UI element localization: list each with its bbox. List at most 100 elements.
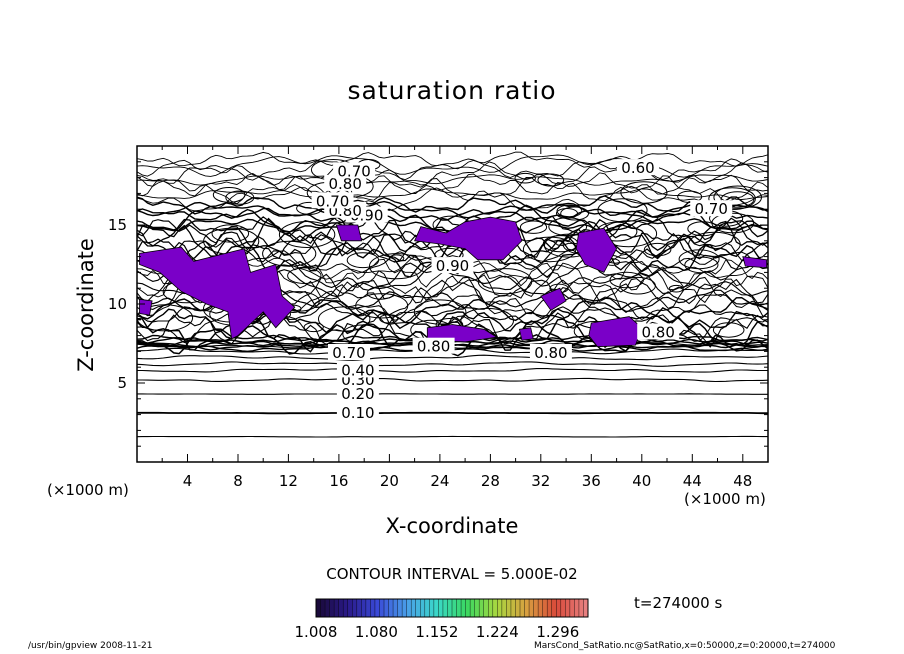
colorbar-stripe: [438, 599, 444, 617]
colorbar-stripe: [506, 599, 512, 617]
contour-label-bg: [690, 200, 733, 217]
supersaturated-region: [139, 246, 296, 340]
contour-eddy: [278, 221, 336, 248]
time-label: t=274000 s: [634, 594, 723, 612]
contour-line-lower: [137, 411, 768, 415]
contour-line-upper: [137, 172, 768, 197]
contour-label-bg: [333, 162, 376, 179]
contour-line-upper: [137, 200, 768, 219]
colorbar-stripe: [547, 599, 553, 617]
contour-label: 0.80: [534, 344, 567, 362]
colorbar-stripe: [524, 599, 530, 617]
contour-label: 0.80: [417, 338, 450, 356]
colorbar-stripe: [433, 599, 439, 617]
contour-eddy: [548, 217, 588, 237]
colorbar-tick-label: 1.080: [355, 623, 398, 641]
footer-program-date: /usr/bin/gpview 2008-11-21: [28, 641, 153, 651]
supersaturated-region: [139, 298, 153, 316]
contour-line-lower: [137, 361, 768, 367]
contour-label: 0.20: [341, 385, 374, 403]
colorbar-stripe: [411, 599, 417, 617]
contour-eddy: [684, 256, 719, 274]
contour-line-upper: [137, 154, 768, 178]
x-tick-label: 44: [683, 472, 702, 490]
supersaturated-region: [335, 224, 363, 242]
supersaturation-fill: [139, 216, 768, 348]
contour-eddy: [342, 324, 383, 344]
colorbar-stripe: [497, 599, 503, 617]
contour-line-upper: [137, 161, 768, 186]
contour-eddy: [211, 224, 250, 243]
contour-line-upper: [137, 151, 768, 168]
contour-label: 0.70: [316, 192, 349, 210]
colorbar-stripe: [565, 599, 571, 617]
contour-label: 0.70: [332, 344, 365, 362]
colorbar-stripe: [352, 599, 358, 617]
colorbar-stripe: [515, 599, 521, 617]
colorbar-stripe: [447, 599, 453, 617]
contour-labels: 0.100.200.300.400.70 0.80 0.800.800.900.90…: [311, 159, 733, 422]
contour-eddy: [514, 172, 536, 184]
contour-eddy: [712, 322, 745, 338]
colorbar-stripe: [388, 599, 394, 617]
colorbar-stripe: [316, 599, 321, 617]
contour-eddy: [355, 293, 409, 319]
contour-line-mid: [137, 217, 768, 260]
contour-eddy: [537, 173, 565, 187]
contour-label-bg: [328, 344, 370, 360]
contour-label: 0.80: [328, 175, 361, 193]
contour-label: 0.10: [341, 404, 374, 422]
contour-label-bg: [336, 361, 379, 378]
contour-eddy: [711, 212, 755, 234]
chart-title: saturation ratio: [347, 76, 557, 105]
contour-eddy: [369, 253, 424, 280]
colorbar-stripe: [374, 599, 380, 617]
x-axis-label: X-coordinate: [385, 514, 519, 538]
y-tick-label: 5: [117, 374, 127, 392]
colorbar-stripe: [583, 599, 589, 617]
contour-label: 0.60: [621, 159, 654, 177]
contour-eddy: [556, 208, 578, 219]
x-unit-label-left: (×1000 m): [47, 481, 129, 499]
colorbar-stripe: [578, 599, 584, 617]
contour-eddy: [519, 220, 548, 234]
colorbar-stripe: [551, 599, 557, 617]
colorbar-stripe: [420, 599, 426, 617]
colorbar-stripe: [338, 599, 344, 617]
contour-eddy: [346, 252, 380, 269]
colorbar-stripe: [569, 599, 575, 617]
contour-eddy: [303, 322, 324, 333]
x-tick-label: 4: [183, 472, 193, 490]
x-tick-label: 12: [279, 472, 298, 490]
contour-eddy: [318, 306, 371, 332]
colorbar-stripe: [533, 599, 539, 617]
colorbar-stripe: [424, 599, 430, 617]
contour-eddy: [225, 190, 255, 205]
colorbar-stripe: [520, 599, 525, 617]
colorbar-stripe: [356, 599, 362, 617]
contour-line-lower: [137, 354, 768, 361]
contour-line-upper: [137, 207, 768, 223]
colorbar-stripe: [556, 599, 562, 617]
contour-interval-label: CONTOUR INTERVAL = 5.000E-02: [326, 565, 578, 583]
colorbar-tick-label: 1.224: [476, 623, 519, 641]
contour-eddy: [668, 284, 684, 293]
colorbar-stripe: [393, 599, 398, 617]
colorbar-stripe: [461, 599, 466, 617]
x-tick-label: 36: [582, 472, 601, 490]
supersaturated-region: [518, 327, 534, 341]
colorbar-stripe: [347, 599, 353, 617]
contour-line-upper: [137, 158, 768, 181]
contour-eddy: [388, 254, 405, 263]
colorbar-stripe: [325, 599, 330, 617]
x-tick-label: 16: [329, 472, 348, 490]
contour-eddy: [560, 206, 589, 221]
contour-label-bg: [637, 323, 680, 340]
colorbar-stripe: [479, 599, 485, 617]
colorbar-frame: [315, 598, 589, 618]
colorbar-stripe: [574, 599, 580, 617]
colorbar-stripe: [483, 599, 489, 617]
x-tick-label: 28: [481, 472, 500, 490]
colorbar-stripe: [488, 599, 494, 617]
contour-line-lower: [137, 367, 768, 373]
